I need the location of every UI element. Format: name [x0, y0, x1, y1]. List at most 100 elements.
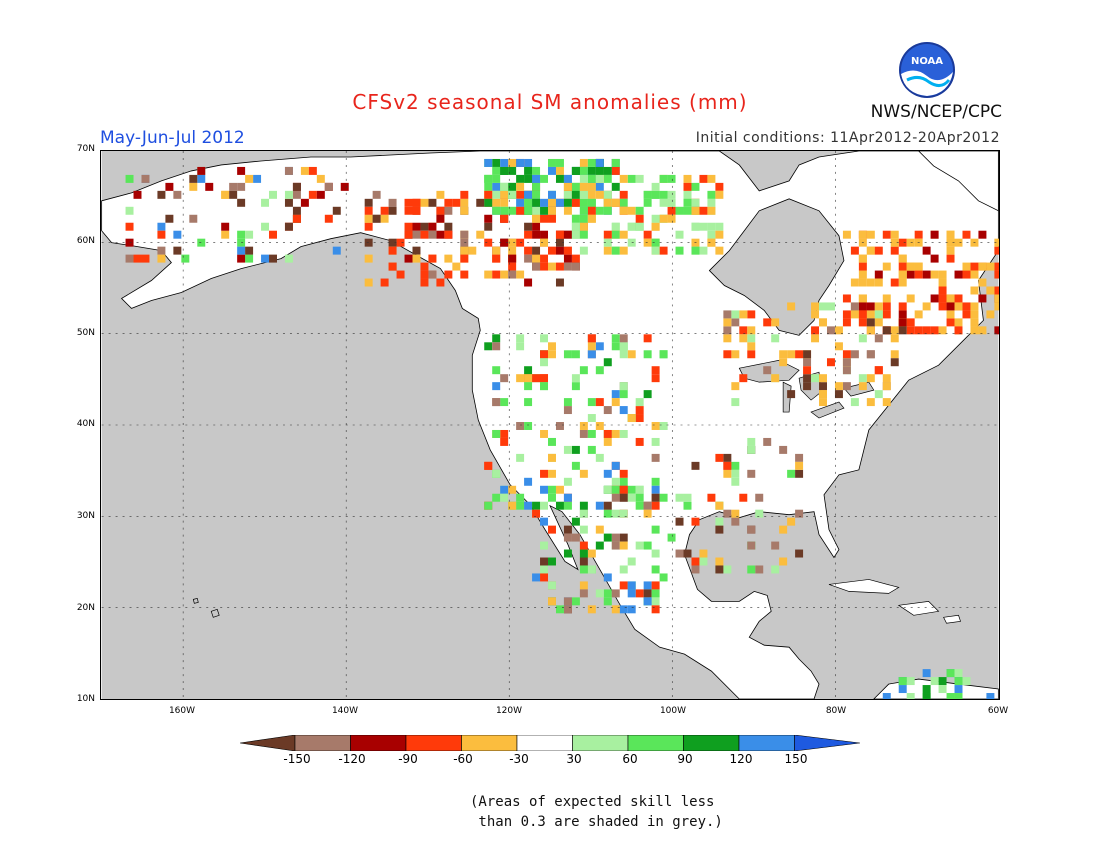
anomaly-cell — [882, 230, 891, 239]
anomaly-cell — [667, 533, 676, 542]
anomaly-cell — [914, 270, 923, 279]
anomaly-cell — [532, 206, 541, 215]
anomaly-cell — [619, 477, 628, 486]
anomaly-cell — [340, 182, 349, 191]
anomaly-cell — [946, 238, 955, 247]
anomaly-cell — [237, 198, 246, 207]
anomaly-cell — [619, 581, 628, 590]
anomaly-cell — [476, 198, 485, 207]
colorbar-segment — [461, 735, 518, 751]
anomaly-cell — [715, 182, 724, 191]
anomaly-cell — [683, 198, 692, 207]
anomaly-cell — [579, 501, 588, 510]
anomaly-cell — [380, 206, 389, 215]
anomaly-cell — [938, 286, 947, 295]
anomaly-cell — [779, 557, 788, 566]
anomaly-cell — [651, 422, 660, 430]
anomaly-cell — [189, 214, 198, 223]
anomaly-cell — [436, 190, 445, 199]
anomaly-cell — [811, 302, 820, 311]
anomaly-cell — [587, 190, 596, 199]
anomaly-cell — [524, 206, 533, 215]
anomaly-cell — [500, 182, 509, 191]
anomaly-cell — [723, 565, 732, 574]
anomaly-cell — [141, 254, 150, 263]
anomaly-cell — [460, 190, 469, 199]
anomaly-cell — [978, 230, 987, 239]
anomaly-cell — [683, 174, 692, 183]
anomaly-cell — [603, 485, 612, 494]
anomaly-cell — [595, 174, 604, 183]
anomaly-cell — [141, 174, 150, 183]
anomaly-cell — [906, 326, 915, 335]
anomaly-cell — [532, 509, 541, 518]
anomaly-cell — [898, 677, 907, 686]
anomaly-cell — [659, 573, 668, 582]
anomaly-cell — [563, 246, 572, 255]
anomaly-cell — [803, 350, 812, 359]
anomaly-cell — [619, 429, 628, 438]
anomaly-cell — [579, 190, 588, 199]
skill-footnote: (Areas of expected skill less than 0.3 a… — [470, 794, 723, 830]
anomaly-cell — [986, 286, 995, 295]
anomaly-cell — [563, 406, 572, 415]
anomaly-cell — [548, 581, 556, 590]
anomaly-cell — [850, 246, 859, 255]
anomaly-cell — [563, 525, 572, 534]
anomaly-cell — [651, 565, 660, 574]
anomaly-cell — [420, 230, 429, 239]
anomaly-cell — [540, 334, 549, 343]
anomaly-cell — [404, 222, 413, 231]
anomaly-cell — [532, 190, 541, 199]
anomaly-cell — [364, 254, 373, 263]
anomaly-cell — [986, 262, 995, 271]
anomaly-cell — [284, 254, 293, 263]
anomaly-cell — [771, 318, 780, 327]
anomaly-cell — [420, 278, 429, 287]
anomaly-cell — [643, 581, 652, 590]
anomaly-cell — [858, 334, 867, 343]
anomaly-cell — [492, 174, 501, 183]
anomaly-cell — [420, 262, 429, 271]
anomaly-cell — [619, 174, 628, 183]
anomaly-cell — [946, 302, 955, 311]
anomaly-cell — [850, 302, 859, 311]
anomaly-cell — [516, 342, 525, 351]
anomaly-cell — [954, 318, 963, 327]
anomaly-cell — [675, 517, 684, 526]
anomaly-cell — [524, 278, 533, 287]
anomaly-cell — [619, 406, 628, 415]
anomaly-cell — [173, 230, 182, 239]
anomaly-cell — [763, 318, 772, 327]
anomaly-cell — [858, 230, 867, 239]
anomaly-cell — [747, 350, 756, 359]
anomaly-cell — [882, 262, 891, 271]
anomaly-cell — [603, 501, 612, 510]
anomaly-cell — [579, 429, 588, 438]
anomaly-cell — [874, 310, 883, 319]
anomaly-cell — [508, 254, 517, 263]
anomaly-cell — [978, 326, 987, 335]
anomaly-cell — [914, 326, 923, 335]
anomaly-cell — [579, 549, 588, 558]
anomaly-cell — [635, 406, 644, 415]
anomaly-cell — [627, 557, 636, 566]
anomaly-cell — [563, 445, 572, 454]
colorbar-segment — [350, 735, 407, 751]
anomaly-cell — [587, 174, 596, 183]
initial-conditions: Initial conditions: 11Apr2012-20Apr2012 — [695, 130, 1000, 146]
anomaly-cell — [555, 158, 564, 167]
anomaly-cell — [779, 358, 788, 367]
anomaly-cell — [914, 238, 923, 247]
anomaly-cell — [603, 166, 612, 175]
anomaly-cell — [747, 342, 756, 351]
anomaly-cell — [508, 262, 517, 271]
lon-label: 160W — [168, 706, 196, 716]
anomaly-cell — [516, 158, 525, 167]
anomaly-cell — [540, 174, 549, 183]
anomaly-cell — [492, 429, 501, 438]
anomaly-cell — [819, 302, 827, 311]
anomaly-cell — [898, 270, 907, 279]
anomaly-cell — [563, 206, 572, 215]
anomaly-cell — [404, 206, 413, 215]
